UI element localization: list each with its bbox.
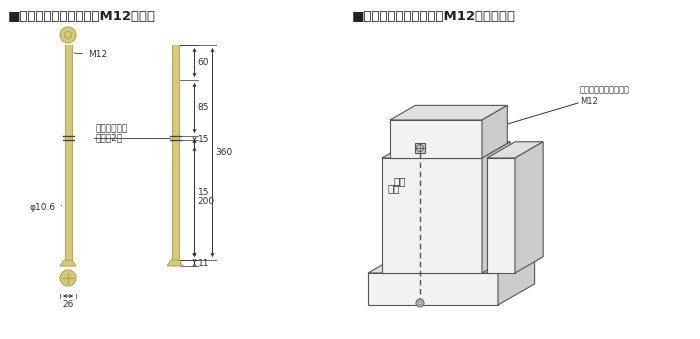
Text: 60: 60 [197, 58, 209, 67]
Polygon shape [498, 252, 535, 305]
Circle shape [60, 270, 76, 286]
Text: φ10.6: φ10.6 [30, 203, 62, 212]
Text: 刻印　2本: 刻印 2本 [96, 133, 123, 142]
Circle shape [416, 299, 424, 307]
Bar [415, 143, 425, 153]
Text: 15: 15 [197, 136, 209, 144]
Text: 15: 15 [197, 188, 209, 208]
Text: 360: 360 [216, 148, 232, 157]
Circle shape [60, 27, 76, 43]
Polygon shape [368, 252, 535, 273]
Polygon shape [368, 273, 498, 305]
Text: 11: 11 [197, 259, 209, 267]
Polygon shape [390, 105, 508, 120]
Text: ■オメガアンカーボルトM12取付参考図: ■オメガアンカーボルトM12取付参考図 [352, 10, 516, 23]
Text: M12: M12 [580, 97, 598, 106]
Polygon shape [60, 260, 76, 266]
Polygon shape [482, 105, 508, 158]
Text: 基礎: 基礎 [387, 183, 400, 193]
Polygon shape [482, 142, 510, 273]
Bar [172, 45, 178, 260]
Polygon shape [382, 158, 482, 273]
Polygon shape [167, 260, 183, 266]
Polygon shape [390, 120, 482, 158]
Text: 埋め込み位置: 埋め込み位置 [96, 124, 128, 133]
Polygon shape [487, 142, 543, 158]
Text: 85: 85 [197, 103, 209, 113]
Text: 26: 26 [62, 300, 74, 309]
Bar [64, 45, 71, 260]
Text: ■オメガアンカーボルトM12寸法図: ■オメガアンカーボルトM12寸法図 [8, 10, 156, 23]
Text: オメガアンカーボルト: オメガアンカーボルト [580, 85, 630, 94]
Text: 200: 200 [197, 198, 215, 206]
Text: 土台: 土台 [394, 176, 407, 186]
Text: M12: M12 [74, 50, 107, 59]
Polygon shape [382, 142, 510, 158]
Polygon shape [487, 158, 515, 273]
Polygon shape [515, 142, 543, 273]
